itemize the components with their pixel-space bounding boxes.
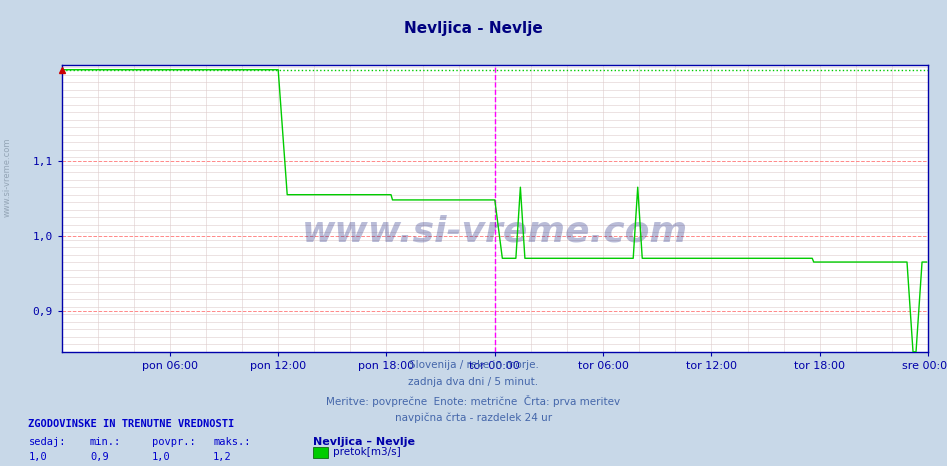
Text: sedaj:: sedaj: <box>28 437 66 447</box>
Text: ZGODOVINSKE IN TRENUTNE VREDNOSTI: ZGODOVINSKE IN TRENUTNE VREDNOSTI <box>28 419 235 429</box>
Text: maks.:: maks.: <box>213 437 251 447</box>
Text: povpr.:: povpr.: <box>152 437 195 447</box>
Text: min.:: min.: <box>90 437 121 447</box>
Text: Slovenija / reke in morje.: Slovenija / reke in morje. <box>408 360 539 370</box>
Text: Nevljica – Nevlje: Nevljica – Nevlje <box>313 437 415 447</box>
Text: Meritve: povprečne  Enote: metrične  Črta: prva meritev: Meritve: povprečne Enote: metrične Črta:… <box>327 395 620 407</box>
Text: 1,0: 1,0 <box>152 452 170 462</box>
Text: 1,0: 1,0 <box>28 452 47 462</box>
Text: www.si-vreme.com: www.si-vreme.com <box>302 214 688 248</box>
Text: pretok[m3/s]: pretok[m3/s] <box>333 447 402 458</box>
Text: www.si-vreme.com: www.si-vreme.com <box>3 137 12 217</box>
Text: navpična črta - razdelek 24 ur: navpična črta - razdelek 24 ur <box>395 413 552 424</box>
Text: zadnja dva dni / 5 minut.: zadnja dva dni / 5 minut. <box>408 377 539 387</box>
Text: 1,2: 1,2 <box>213 452 232 462</box>
Text: Nevljica - Nevlje: Nevljica - Nevlje <box>404 21 543 36</box>
Text: 0,9: 0,9 <box>90 452 109 462</box>
